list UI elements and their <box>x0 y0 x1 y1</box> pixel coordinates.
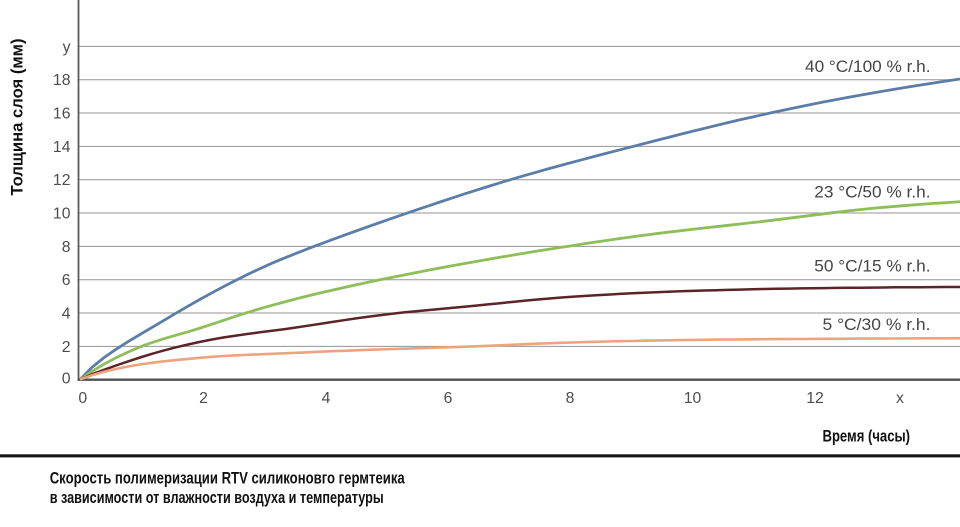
svg-text:23 °C/50 % r.h.: 23 °C/50 % r.h. <box>814 184 930 202</box>
svg-text:Толщина слоя (мм): Толщина слоя (мм) <box>8 39 27 196</box>
svg-text:0: 0 <box>78 390 87 407</box>
svg-text:2: 2 <box>199 390 208 407</box>
svg-text:40 °C/100 % r.h.: 40 °C/100 % r.h. <box>805 58 931 76</box>
svg-text:50 °C/15 % r.h.: 50 °C/15 % r.h. <box>814 258 930 276</box>
svg-text:8: 8 <box>566 390 575 407</box>
svg-text:x: x <box>896 390 904 407</box>
svg-text:5 °C/30 % r.h.: 5 °C/30 % r.h. <box>823 316 931 334</box>
svg-text:2: 2 <box>62 339 71 356</box>
svg-text:16: 16 <box>53 106 71 123</box>
svg-text:6: 6 <box>62 272 71 289</box>
svg-text:12: 12 <box>806 390 824 407</box>
svg-text:Время (часы): Время (часы) <box>823 426 911 445</box>
svg-text:14: 14 <box>53 139 71 156</box>
svg-text:10: 10 <box>53 206 71 223</box>
svg-text:у: у <box>63 39 71 56</box>
svg-text:10: 10 <box>684 390 702 407</box>
svg-text:6: 6 <box>444 390 453 407</box>
svg-text:4: 4 <box>62 306 71 323</box>
svg-text:Скорость полимеризации RTV сил: Скорость полимеризации RTV силиконовго г… <box>50 468 405 487</box>
svg-text:12: 12 <box>53 172 71 189</box>
svg-text:18: 18 <box>53 72 71 89</box>
svg-text:0: 0 <box>62 371 71 388</box>
svg-text:4: 4 <box>322 390 331 407</box>
svg-text:8: 8 <box>62 239 71 256</box>
svg-text:в зависимости от влажности воз: в зависимости от влажности воздуха и тем… <box>50 488 384 507</box>
